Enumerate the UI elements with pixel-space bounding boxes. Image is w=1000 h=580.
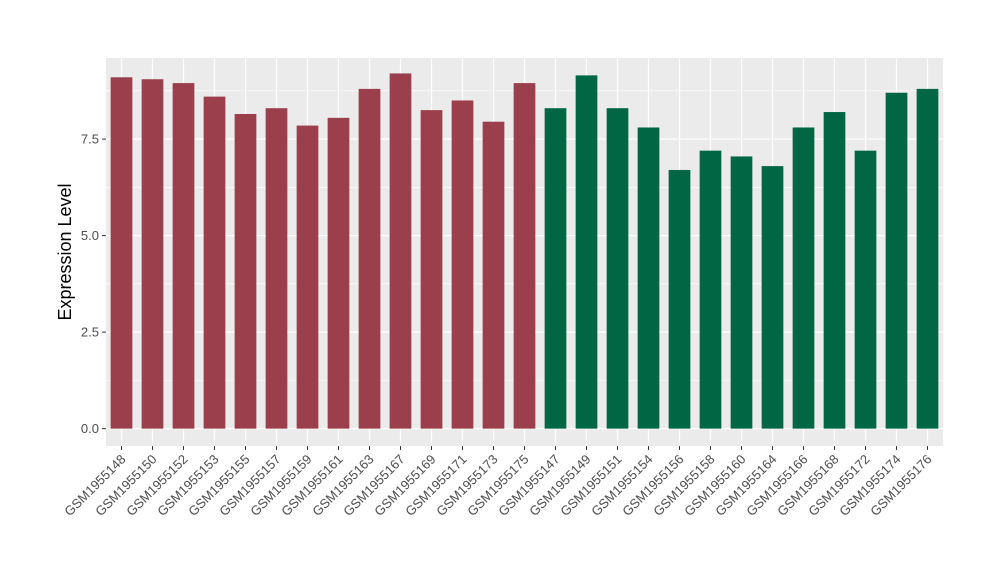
x-axis: GSM1955148GSM1955150GSM1955152GSM1955153… bbox=[61, 446, 935, 519]
y-axis-title: Expression Level bbox=[55, 183, 75, 320]
bar-GSM1955168 bbox=[823, 112, 846, 429]
y-tick-label: 2.5 bbox=[81, 325, 99, 340]
bar-GSM1955176 bbox=[916, 88, 939, 429]
bar-GSM1955151 bbox=[606, 108, 629, 429]
bars bbox=[110, 73, 939, 429]
bar-GSM1955150 bbox=[141, 79, 164, 429]
bar-GSM1955172 bbox=[854, 150, 877, 429]
y-tick-label: 5.0 bbox=[81, 228, 99, 243]
bar-GSM1955173 bbox=[482, 121, 505, 429]
bar-GSM1955156 bbox=[668, 169, 691, 429]
bar-GSM1955157 bbox=[265, 108, 288, 429]
bar-GSM1955163 bbox=[358, 88, 381, 429]
y-tick-label: 7.5 bbox=[81, 132, 99, 147]
y-axis: 0.0 2.5 5.0 7.5 bbox=[81, 132, 106, 436]
bar-GSM1955161 bbox=[327, 117, 350, 429]
bar-GSM1955174 bbox=[885, 92, 908, 429]
bar-GSM1955169 bbox=[420, 110, 443, 429]
bar-GSM1955148 bbox=[110, 77, 133, 429]
bar-GSM1955147 bbox=[544, 108, 567, 429]
bar-GSM1955164 bbox=[761, 166, 784, 429]
bar-GSM1955159 bbox=[296, 125, 319, 429]
bar-GSM1955160 bbox=[730, 156, 753, 429]
bar-GSM1955175 bbox=[513, 83, 536, 429]
bar-GSM1955154 bbox=[637, 127, 660, 429]
bar-GSM1955153 bbox=[203, 96, 226, 429]
bar-GSM1955149 bbox=[575, 75, 598, 429]
bar-GSM1955155 bbox=[234, 113, 257, 429]
bar-GSM1955171 bbox=[451, 100, 474, 429]
bar-GSM1955152 bbox=[172, 83, 195, 429]
y-tick-label: 0.0 bbox=[81, 421, 99, 436]
bar-GSM1955158 bbox=[699, 150, 722, 429]
bar-GSM1955167 bbox=[389, 73, 412, 429]
bar-GSM1955166 bbox=[792, 127, 815, 429]
